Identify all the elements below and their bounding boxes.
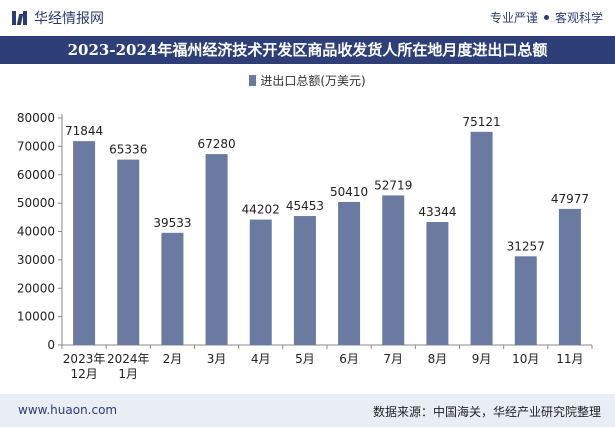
legend-label: 进出口总额(万美元) [260, 74, 366, 88]
x-tick-label-8: 8月 [428, 352, 448, 366]
chart-legend: 进出口总额(万美元) [0, 72, 615, 89]
bar-9 [470, 131, 493, 345]
bar-11 [558, 208, 581, 345]
y-tick-label-2: 20000 [17, 281, 55, 295]
y-tick-label-0: 0 [47, 338, 55, 352]
x-tick-label-6: 6月 [339, 352, 359, 366]
dot-separator-icon [543, 15, 549, 20]
bar-0 [73, 141, 96, 345]
bar-2 [161, 232, 184, 345]
bar-chart: 0 10000 20000 30000 40000 50000 60000 70000 8000… [17, 111, 593, 381]
y-tick-label-7: 70000 [17, 139, 55, 153]
chart-title: 2023-2024年福州经济技术开发区商品收发货人所在地月度进出口总额 [0, 36, 615, 64]
y-tick-label-3: 30000 [17, 253, 55, 267]
x-tick-label-7: 7月 [383, 352, 403, 366]
bar-10 [514, 256, 537, 345]
bar-8 [426, 222, 449, 345]
x-tick-label-0: 2023年 12月 [63, 352, 106, 381]
legend-swatch [249, 75, 257, 86]
tagline: 专业严谨 客观科学 [490, 9, 603, 26]
bar-value-label-4: 44202 [242, 203, 280, 217]
bar-value-label-11: 47977 [551, 192, 589, 206]
x-tick-label-3: 3月 [207, 352, 227, 366]
bar-value-label-1: 65336 [109, 143, 147, 157]
bar-6 [338, 201, 361, 345]
bar-value-label-5: 45453 [286, 199, 324, 213]
brand-name: 华经情报网 [34, 11, 104, 27]
y-tick-label-8: 80000 [17, 111, 55, 125]
y-tick-label-6: 60000 [17, 168, 55, 182]
bar-value-label-6: 50410 [330, 185, 368, 199]
bar-value-label-9: 75121 [462, 115, 500, 129]
bar-1 [117, 159, 140, 345]
bar-7 [382, 195, 405, 345]
y-tick-label-1: 10000 [17, 310, 55, 324]
brand: 华经情报网 [12, 8, 104, 28]
tagline-left: 专业严谨 [489, 11, 538, 25]
bar-3 [205, 154, 228, 345]
y-tick-label-4: 40000 [17, 225, 55, 239]
x-tick-label-5: 5月 [295, 352, 315, 366]
top-bar: 华经情报网 专业严谨 客观科学 [0, 0, 615, 36]
footer: www.huaon.com 数据来源：中国海关，华经产业研究院整理 [0, 394, 615, 427]
footer-url: www.huaon.com [18, 403, 118, 417]
x-tick-label-2: 2月 [163, 352, 183, 366]
bar-value-label-7: 52719 [374, 178, 412, 192]
bar-value-label-2: 39533 [153, 216, 191, 230]
y-tick-label-5: 50000 [17, 196, 55, 210]
x-tick-label-1: 2024年 1月 [107, 352, 150, 381]
tagline-right: 客观科学 [554, 11, 603, 25]
bar-value-label-8: 43344 [418, 205, 456, 219]
bar-5 [293, 216, 316, 345]
bar-4 [249, 219, 272, 345]
bar-value-label-10: 31257 [507, 239, 545, 253]
x-tick-label-9: 9月 [472, 352, 492, 366]
bar-value-label-0: 71844 [65, 124, 103, 138]
brand-logo-icon [12, 10, 28, 26]
x-tick-label-10: 10月 [512, 352, 539, 366]
x-tick-label-4: 4月 [251, 352, 271, 366]
bar-value-label-3: 67280 [197, 137, 235, 151]
footer-source: 数据来源：中国海关，华经产业研究院整理 [372, 405, 601, 419]
x-tick-label-11: 11月 [556, 352, 583, 366]
